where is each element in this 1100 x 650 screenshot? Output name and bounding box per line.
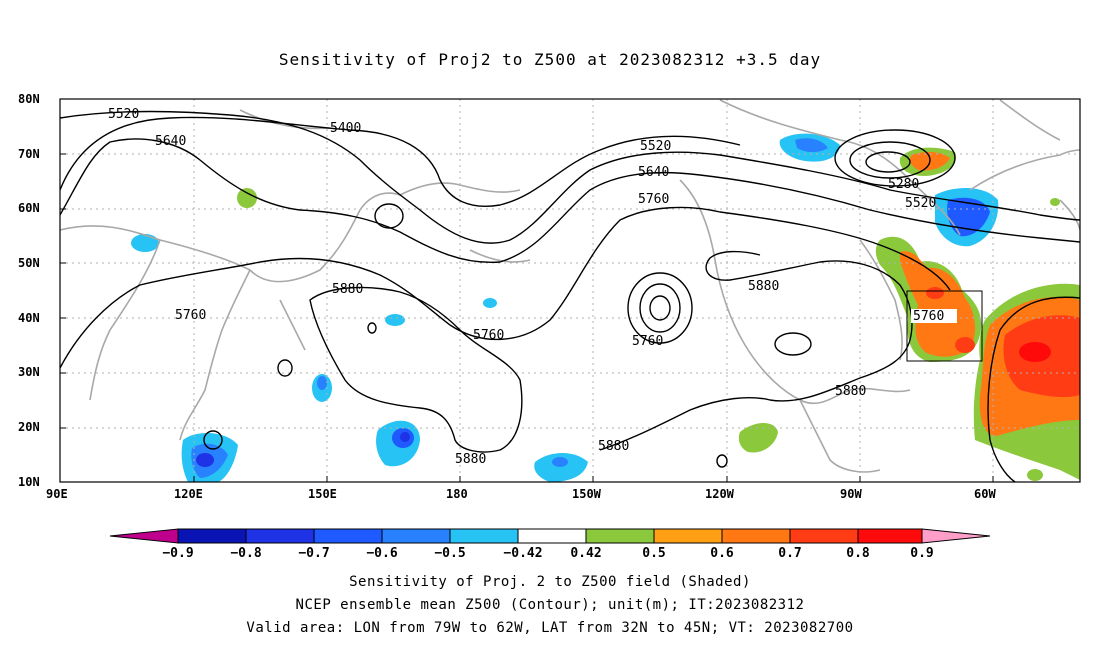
colorbar-label: −0.9 [162, 546, 193, 561]
colorbar-box [517, 528, 587, 544]
colorbar-label: 0.6 [710, 546, 734, 561]
colorbar-label: −0.8 [230, 546, 261, 561]
contour-label: 5880 [835, 384, 866, 399]
contour-label: 5520 [640, 139, 671, 154]
valid-box-label: 5760 [913, 309, 944, 324]
box-label-bg [911, 309, 957, 323]
colorbar-label: −0.42 [503, 546, 542, 561]
colorbar-box [245, 528, 315, 544]
contour-label: 5760 [473, 328, 504, 343]
lon-label: 120E [174, 487, 203, 501]
lat-label: 40N [18, 311, 40, 325]
lat-label: 70N [18, 147, 40, 161]
lat-label: 30N [18, 365, 40, 379]
lon-label: 90W [840, 487, 862, 501]
contour-label: 5880 [332, 282, 363, 297]
colorbar-label: −0.7 [298, 546, 329, 561]
contour-label: 5760 [175, 308, 206, 323]
contour-label: 5880 [748, 279, 779, 294]
lon-label: 150W [572, 487, 601, 501]
contour-label: 5520 [905, 196, 936, 211]
contour-label: 5760 [632, 334, 663, 349]
colorbar-high-triangle [921, 528, 991, 544]
contour-label: 5880 [455, 452, 486, 467]
colorbar-label: −0.5 [434, 546, 465, 561]
sensitivity-shading [131, 133, 1080, 482]
colorbar-box [449, 528, 519, 544]
colorbar-labels: −0.9 −0.8 −0.7 −0.6 −0.5 −0.42 0.42 0.5 … [162, 546, 933, 561]
map-title: Sensitivity of Proj2 to Z500 at 20230823… [278, 50, 822, 69]
lon-label: 120W [705, 487, 734, 501]
colorbar-low-triangle [109, 528, 179, 544]
lat-label: 80N [18, 92, 40, 106]
lon-label: 150E [308, 487, 337, 501]
colorbar-label: −0.6 [366, 546, 397, 561]
coastlines [60, 99, 1080, 473]
contour-label: 5880 [598, 439, 629, 454]
colorbar-box [177, 528, 247, 544]
colorbar-box [653, 528, 723, 544]
colorbar-box [721, 528, 791, 544]
contour-label: 5640 [155, 134, 186, 149]
colorbar-label: 0.9 [910, 546, 933, 561]
lon-label: 60W [974, 487, 996, 501]
lat-label: 60N [18, 201, 40, 215]
colorbar-box [585, 528, 655, 544]
colorbar-label: 0.8 [846, 546, 870, 561]
contour-label: 5520 [108, 107, 139, 122]
colorbar-box [381, 528, 451, 544]
contour-label: 5640 [638, 165, 669, 180]
contour-label: 5280 [888, 177, 919, 192]
caption-line-2: NCEP ensemble mean Z500 (Contour); unit(… [295, 597, 805, 613]
caption-line-3: Valid area: LON from 79W to 62W, LAT fro… [246, 620, 854, 636]
colorbar-label: 0.7 [778, 546, 801, 561]
lat-label: 10N [18, 475, 40, 489]
contour-label: 5400 [330, 121, 361, 136]
lat-label: 50N [18, 256, 40, 270]
map-frame [59, 98, 1081, 483]
lon-label: 90E [46, 487, 68, 501]
caption-line-1: Sensitivity of Proj. 2 to Z500 field (Sh… [349, 574, 751, 590]
colorbar-label: 0.42 [570, 546, 601, 561]
contour-labels: 5520 5400 5640 5520 5640 5760 5280 5520 … [108, 107, 936, 467]
lon-label: 180 [446, 487, 468, 501]
lat-label: 20N [18, 420, 40, 434]
contour-label: 5760 [638, 192, 669, 207]
colorbar-label: 0.5 [642, 546, 665, 561]
valid-area-box [906, 290, 983, 362]
colorbar-box [789, 528, 859, 544]
colorbar-box [313, 528, 383, 544]
z500-contours [60, 110, 1080, 482]
tick-marks [60, 153, 994, 482]
colorbar-box [857, 528, 923, 544]
colorbar [109, 528, 991, 544]
